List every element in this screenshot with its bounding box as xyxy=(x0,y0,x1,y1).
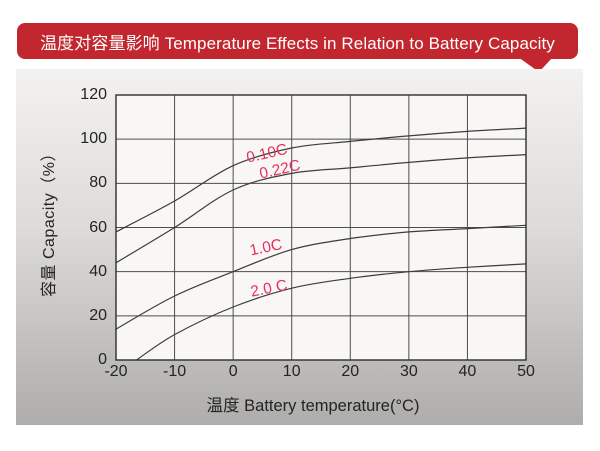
y-tick-label: 40 xyxy=(89,262,107,280)
x-tick-label: 30 xyxy=(399,363,418,380)
x-tick-label: 0 xyxy=(228,363,238,380)
x-tick-label: 50 xyxy=(517,363,535,380)
y-tick-label: 20 xyxy=(89,306,107,324)
x-axis-title: 温度 Battery temperature(°C) xyxy=(206,397,420,415)
y-tick-label: 0 xyxy=(98,351,107,368)
y-axis-title: 容量 Capacity（%） xyxy=(41,145,58,297)
y-tick-label: 120 xyxy=(80,86,107,103)
banner-tail-icon xyxy=(518,57,553,72)
x-tick-label: 40 xyxy=(458,363,477,380)
x-tick-label: 10 xyxy=(282,363,301,380)
y-tick-label: 100 xyxy=(80,130,107,148)
y-tick-label: 80 xyxy=(89,174,107,192)
y-tick-label: 60 xyxy=(89,218,107,236)
title-banner: 温度对容量影响 Temperature Effects in Relation … xyxy=(17,23,578,59)
curve-label: 1.0C xyxy=(248,236,284,260)
x-tick-label: -10 xyxy=(163,363,187,380)
curve-label: 2.0 C xyxy=(249,276,289,301)
x-tick-label: -20 xyxy=(104,363,128,380)
curve-0.22C xyxy=(115,154,527,264)
plot-border xyxy=(115,94,527,361)
x-tick-label: 20 xyxy=(341,363,360,380)
curve-0.10C xyxy=(115,127,527,233)
curve-2.0C xyxy=(136,263,527,361)
curve-1.0C xyxy=(115,224,527,330)
chart-title: 温度对容量影响 Temperature Effects in Relation … xyxy=(40,33,555,53)
